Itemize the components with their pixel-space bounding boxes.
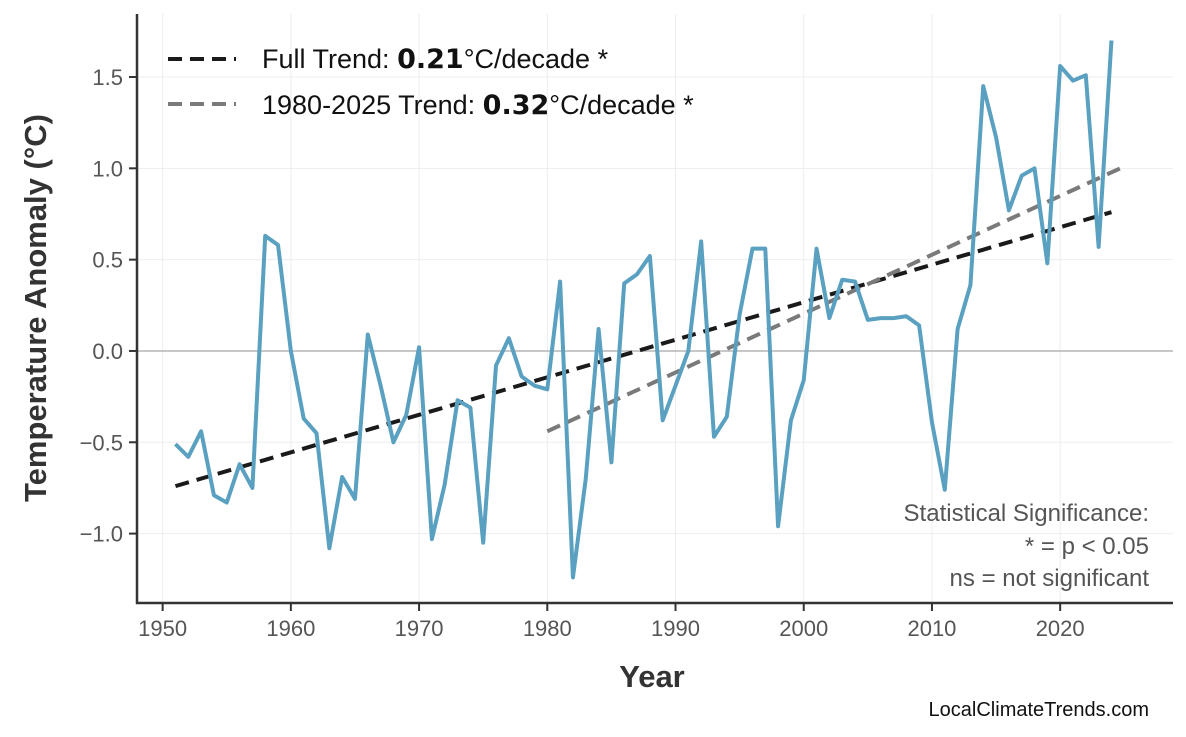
legend-recent-trend: 1980-2025 Trend: 0.32°C/decade * (262, 90, 694, 121)
note-line-3: ns = not significant (950, 565, 1150, 592)
y-tick-label: −0.5 (80, 430, 123, 455)
anomaly-series-line (174, 40, 1114, 580)
y-tick-label: 0.0 (92, 339, 123, 364)
y-tick-label: 1.5 (92, 65, 123, 90)
note-line-2: * = p < 0.05 (1025, 533, 1149, 560)
note-line-1: Statistical Significance: (904, 500, 1149, 527)
legend-full-trend: Full Trend: 0.21°C/decade * (262, 44, 609, 75)
y-tick-label: 0.5 (92, 248, 123, 273)
x-axis-label: Year (619, 659, 685, 694)
full-trend-line (174, 210, 1113, 489)
axes (129, 14, 1173, 611)
data-points (175, 40, 1112, 578)
x-tick-label: 1950 (138, 616, 187, 641)
x-tick-label: 1970 (395, 616, 444, 641)
y-tick-label: 1.0 (92, 156, 123, 181)
y-axis-label: Temperature Anomaly (°C) (18, 114, 53, 502)
site-credit: LocalClimateTrends.com (929, 699, 1149, 721)
x-tick-label: 2000 (779, 616, 828, 641)
x-tick-label: 1990 (651, 616, 700, 641)
y-tick-label: −1.0 (80, 522, 123, 547)
legend: Full Trend: 0.21°C/decade * 1980-2025 Tr… (168, 44, 694, 121)
x-tick-label: 2010 (907, 616, 956, 641)
x-tick-label: 2020 (1036, 616, 1085, 641)
x-tick-label: 1980 (523, 616, 572, 641)
significance-note: Statistical Significance: * = p < 0.05 n… (904, 500, 1150, 592)
x-tick-label: 1960 (266, 616, 315, 641)
y-tick-labels: −1.0 −0.5 0.0 0.5 1.0 1.5 (80, 65, 123, 547)
x-tick-labels: 1950 1960 1970 1980 1990 2000 2010 2020 (138, 616, 1084, 641)
